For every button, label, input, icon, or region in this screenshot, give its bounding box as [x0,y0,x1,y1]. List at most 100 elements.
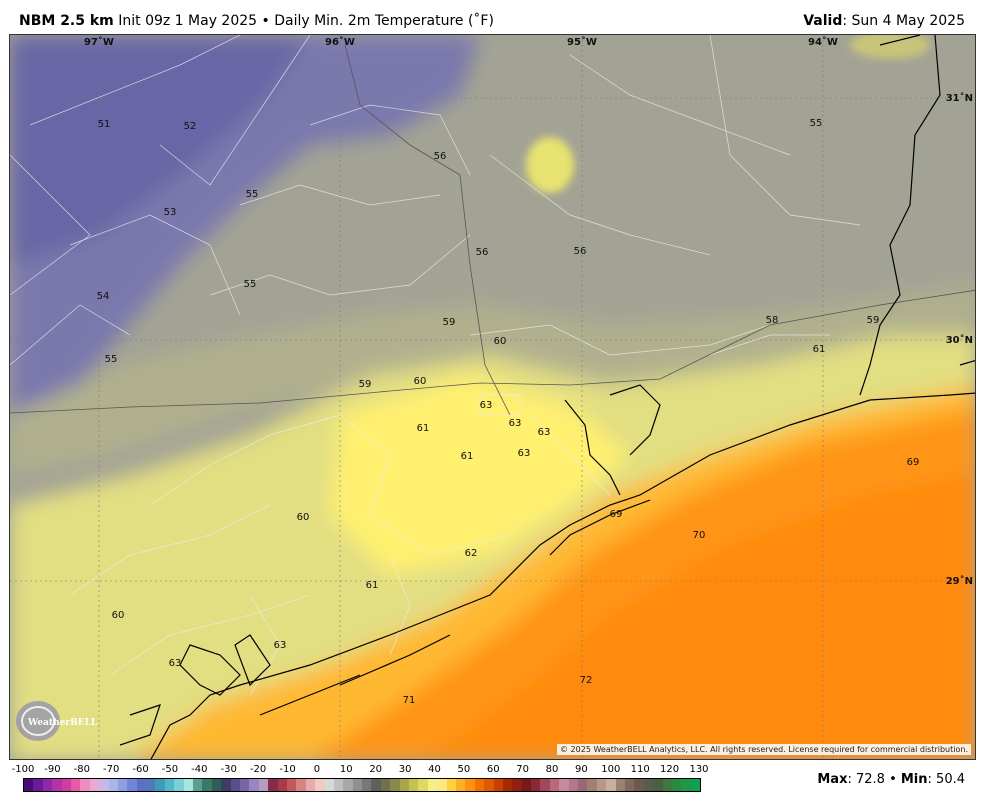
colorbar-swatch [24,779,34,791]
temperature-label: 63 [274,640,287,651]
temperature-label: 51 [98,119,111,130]
colorbar-swatch [42,779,53,791]
temperature-label: 63 [538,427,551,438]
colorbar-swatch [446,779,456,791]
temperature-label: 61 [417,423,430,434]
colorbar-tick-label: -40 [191,764,208,775]
colorbar-swatch [653,779,663,791]
colorbar-swatch [549,779,560,791]
colorbar-tick-label: -30 [220,764,237,775]
temperature-label: 59 [359,379,372,390]
cold-zone-core [10,35,310,265]
colorbar-tick-label: 90 [575,764,588,775]
temperature-label: 70 [693,530,706,541]
colorbar-tick-label: -90 [44,764,61,775]
colorbar-swatch [127,779,137,791]
copyright-notice: © 2025 WeatherBELL Analytics, LLC. All r… [557,744,971,755]
temperature-map: 97˚W 96˚W 95˚W 94˚W 31˚N 30˚N 29˚N 51 52 5… [9,34,976,760]
colorbar-tick-label: -20 [249,764,267,775]
lon-label: 97˚W [84,36,114,48]
temperature-label: 61 [461,451,474,462]
colorbar-swatch [249,779,259,791]
colorbar-swatch [596,779,607,791]
colorbar-swatch [268,779,278,791]
colorbar-swatch [362,779,372,791]
colorbar-swatch [512,779,522,791]
colorbar-tick-label: 70 [516,764,530,775]
colorbar-swatch [61,779,71,791]
max-min-readout: Max: 72.8 • Min: 50.4 [817,772,965,787]
colorbar-swatch [615,779,625,791]
colorbar-swatch [662,779,672,791]
max-value: : 72.8 • [847,772,901,787]
colorbar-swatch [559,779,569,791]
colorbar-swatch [277,779,287,791]
colorbar-tick-label: -50 [161,764,179,775]
colorbar-swatch [474,779,485,791]
colorbar-swatch [324,779,334,791]
colorbar-swatch [493,779,503,791]
county-lines [10,35,861,696]
temperature-label: 53 [164,207,177,218]
colorbar-swatch [80,779,90,791]
colorbar-swatch [587,779,597,791]
colorbar-swatch [399,779,410,791]
colorbar-swatch [286,779,297,791]
temperature-label: 69 [610,509,623,520]
colorbar-swatch [70,779,81,791]
warm-zone-inner [330,375,630,575]
colorbar-tick-label: 110 [630,764,650,775]
min-label: Min [900,772,928,787]
colorbar-tick-label: 130 [689,764,709,775]
colorbar-swatch [455,779,466,791]
lat-label: 30˚N [946,334,973,346]
colorbar-swatch [164,779,175,791]
temperature-label: 55 [246,189,259,200]
colorbar-swatch [568,779,579,791]
temperature-label: 63 [518,448,531,459]
colorbar-swatch [484,779,494,791]
colorbar-tick-label: 0 [313,764,321,775]
temperature-label: 55 [244,279,257,290]
temperature-label: 72 [580,675,593,686]
lat-label: 29˚N [946,575,973,587]
model-name: NBM 2.5 km [19,13,114,29]
colorbar-swatch [202,779,212,791]
colorbar-swatch [578,779,588,791]
colorbar-swatch [465,779,475,791]
colorbar-swatch [146,779,156,791]
colorbar-swatch [427,779,438,791]
colorbar-swatch [155,779,165,791]
colorbar-swatch [418,779,428,791]
colorbar-swatch [333,779,344,791]
colorbar-tick-label: -70 [103,764,120,775]
colorbar-tick-label: 80 [545,764,559,775]
colorbar-swatch [258,779,269,791]
colorbar-tick-label: 20 [369,764,383,775]
colorbar-swatch [193,779,203,791]
colorbar-tick-label: 60 [486,764,500,775]
temperature-label: 63 [169,658,182,669]
temperature-label: 60 [414,376,427,387]
state-boundaries [10,44,975,416]
temperature-label: 63 [480,400,493,411]
map-title: NBM 2.5 km Init 09z 1 May 2025 • Daily M… [19,13,494,29]
colorbar-swatch [690,779,701,791]
lon-label: 96˚W [325,36,355,48]
colorbar-swatch [174,779,184,791]
colorbar-swatch [221,779,231,791]
colorbar-swatch [634,779,644,791]
colorbar-swatch [108,779,118,791]
colorbar-swatch [211,779,222,791]
colorbar-swatch [371,779,381,791]
header: NBM 2.5 km Init 09z 1 May 2025 • Daily M… [0,0,984,34]
colorbar-tick-label: 40 [428,764,441,775]
temperature-label: 56 [574,246,587,257]
temperature-label: 62 [465,548,478,559]
colorbar-swatch [606,779,616,791]
colorbar-tick-label: 30 [398,764,412,775]
gulf-warm-zone [432,475,975,759]
colorbar-swatch [540,779,550,791]
colorbar-swatch [305,779,316,791]
weatherbell-logo: WeatherBELL [16,701,98,741]
